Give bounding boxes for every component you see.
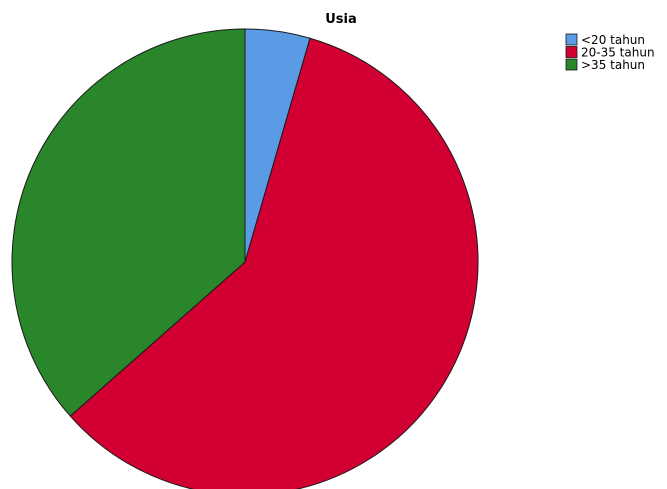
legend-swatch-2 <box>565 46 578 58</box>
chart-title: Usia <box>325 12 357 27</box>
pie-slices <box>11 28 479 489</box>
legend-label-1: <20 tahun <box>581 33 645 47</box>
legend-swatch-3 <box>565 58 578 71</box>
legend-label-3: >35 tahun <box>581 58 645 72</box>
pie-slice-3 <box>11 28 246 417</box>
pie-slice-2 <box>69 37 479 489</box>
legend-label-2: 20-35 tahun <box>581 46 655 60</box>
legend-swatch-1 <box>565 33 578 46</box>
